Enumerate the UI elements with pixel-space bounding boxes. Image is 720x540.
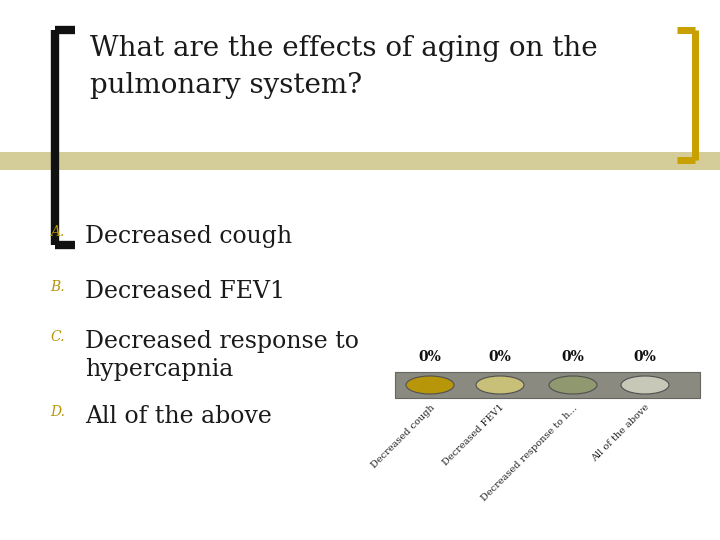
Text: pulmonary system?: pulmonary system? — [90, 72, 362, 99]
Bar — [0, 152, 720, 170]
Text: 0%: 0% — [562, 350, 585, 364]
Ellipse shape — [406, 376, 454, 394]
Ellipse shape — [549, 376, 597, 394]
Text: A.: A. — [50, 225, 64, 239]
Text: All of the above: All of the above — [590, 403, 652, 464]
Text: All of the above: All of the above — [85, 405, 272, 428]
Ellipse shape — [476, 376, 524, 394]
Text: hypercapnia: hypercapnia — [85, 358, 233, 381]
Text: Decreased response to: Decreased response to — [85, 330, 359, 353]
Ellipse shape — [621, 376, 669, 394]
Text: B.: B. — [50, 280, 65, 294]
Text: D.: D. — [50, 405, 65, 419]
Text: Decreased cough: Decreased cough — [369, 403, 436, 470]
Text: C.: C. — [50, 330, 65, 344]
Text: 0%: 0% — [418, 350, 441, 364]
Text: Decreased response to h...: Decreased response to h... — [480, 403, 580, 503]
Text: What are the effects of aging on the: What are the effects of aging on the — [90, 35, 598, 62]
Polygon shape — [395, 372, 700, 398]
Text: Decreased FEV1: Decreased FEV1 — [85, 280, 285, 303]
Text: Decreased cough: Decreased cough — [85, 225, 292, 248]
Text: Decreased FEV1: Decreased FEV1 — [441, 403, 506, 468]
Text: 0%: 0% — [634, 350, 657, 364]
Text: 0%: 0% — [489, 350, 511, 364]
